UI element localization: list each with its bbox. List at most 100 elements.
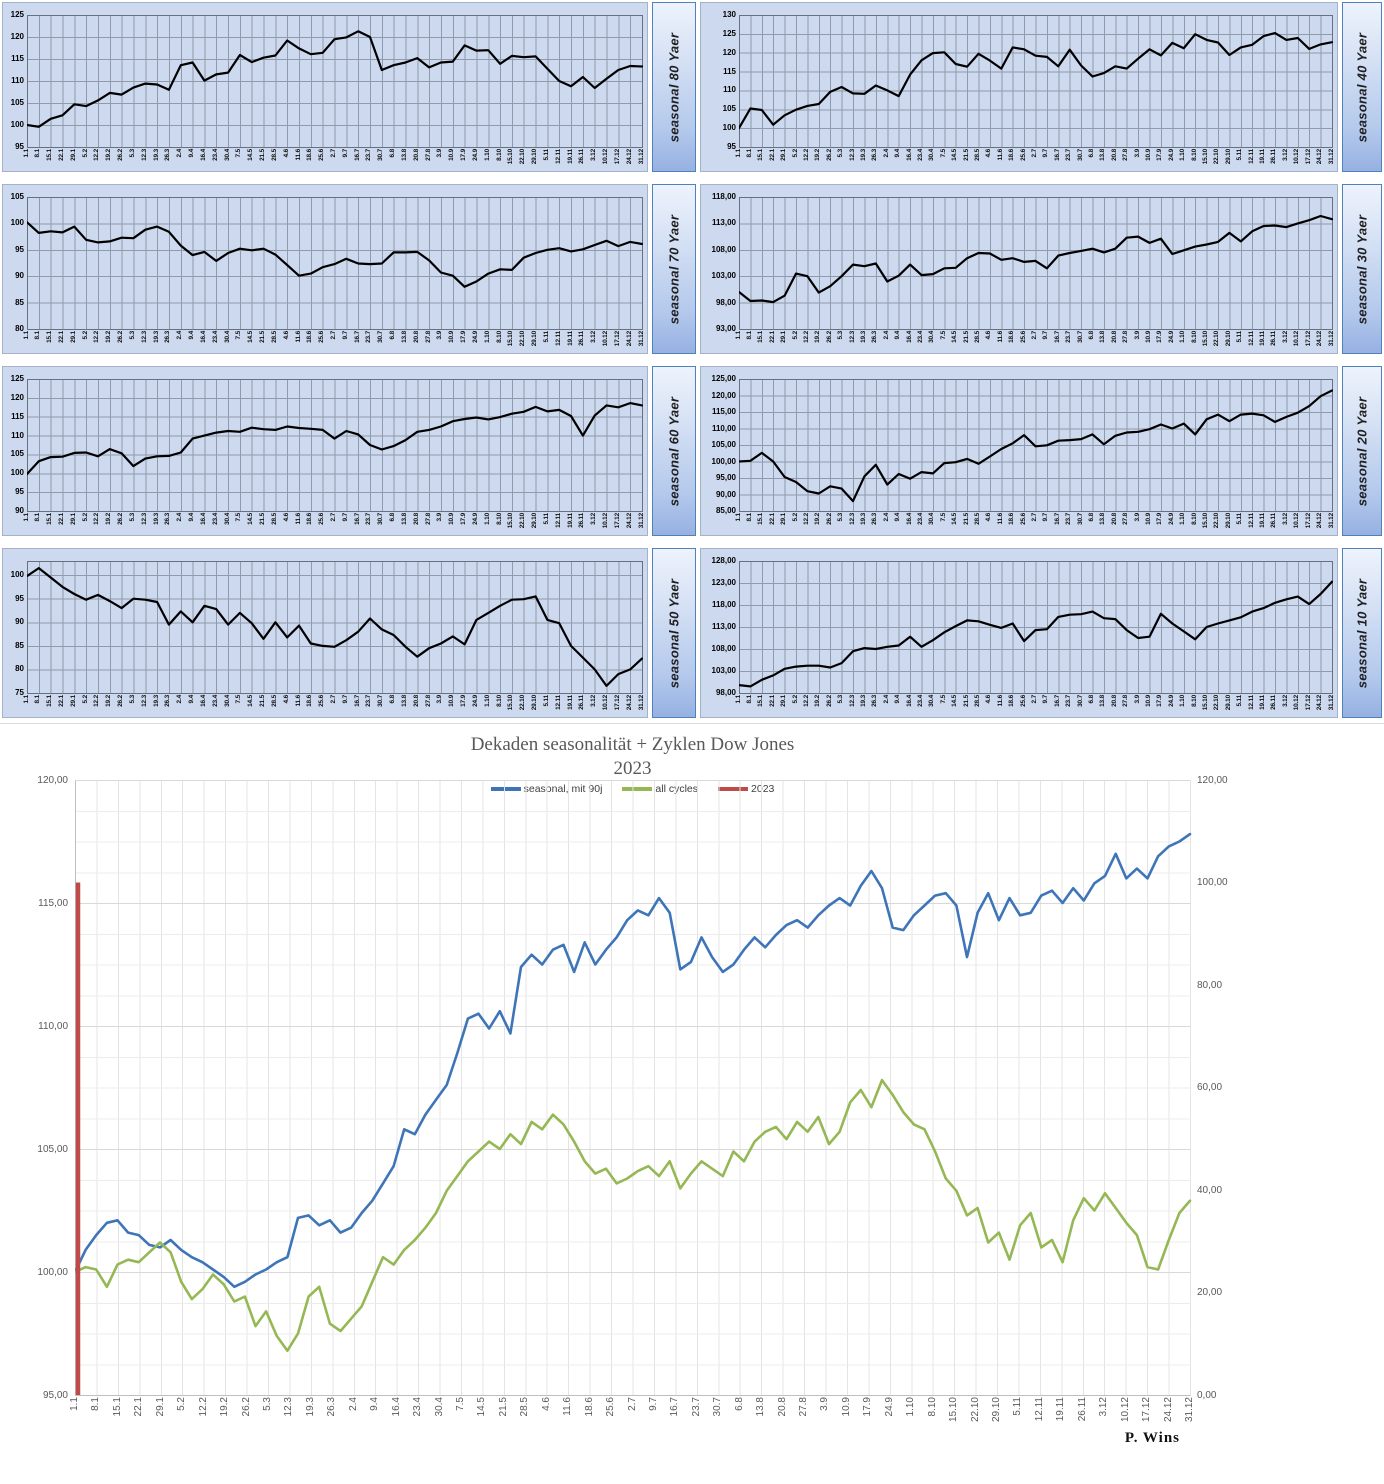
side-label-s70: seasonal 70 Yaer xyxy=(652,184,696,354)
x-tick-label: 29.1 xyxy=(69,513,77,525)
x-tick-label: 11.6 xyxy=(294,513,302,525)
x-tick-label: 26.11 xyxy=(1270,149,1278,164)
x-tick-label: 5.3 xyxy=(128,149,136,158)
x-tick-label: 26.2 xyxy=(825,695,833,707)
x-tick-label: 16.4 xyxy=(199,695,207,707)
x-tick-label: 21.5 xyxy=(962,331,970,343)
x-tick-label: 9.7 xyxy=(1042,149,1050,158)
side-label-text: seasonal 10 Yaer xyxy=(1354,578,1370,688)
x-tick-label: 24.9 xyxy=(471,149,479,161)
x-tick-label: 24.9 xyxy=(1167,513,1175,525)
x-tick-label: 9.4 xyxy=(894,331,902,340)
y-tick-label: 100,00 xyxy=(711,456,736,466)
x-tick-label: 7.5 xyxy=(235,331,243,340)
x-tick-label: 3.9 xyxy=(436,149,444,158)
x-tick-label: 29.10 xyxy=(1224,149,1232,165)
x-tick-label: 30.4 xyxy=(223,149,231,161)
x-tick-label: 26.2 xyxy=(825,331,833,343)
x-tick-label: 9.4 xyxy=(188,149,196,158)
y-tick-label: 105 xyxy=(10,192,24,201)
left-axis-label: 95,00 xyxy=(42,1389,68,1401)
x-tick-label: 3.9 xyxy=(1133,513,1141,522)
x-tick-label: 2.7 xyxy=(330,331,337,340)
x-tick-label: 29.1 xyxy=(69,149,77,161)
y-tick-label: 125 xyxy=(722,28,736,38)
x-tick-label: 12.2 xyxy=(93,331,101,343)
x-tick-label: 30.7 xyxy=(377,149,385,161)
x-tick-label: 24.9 xyxy=(471,695,479,707)
x-tick-label: 10.9 xyxy=(1145,513,1153,525)
x-tick-label: 18.6 xyxy=(1008,331,1016,343)
x-tick-label: 6.8 xyxy=(733,1397,745,1411)
x-tick-label: 16.7 xyxy=(353,513,361,525)
x-axis-labels: 1.1 8.1 15.1 22.1 29.1 5.2 12.2 19.2 26.2 5.3 12.3… xyxy=(23,331,645,357)
small-chart-s40: 95 100 105 110 115 120 125 130 1.1 8.1 15.1 22.1 29.… xyxy=(700,2,1338,172)
x-tick-label: 17.9 xyxy=(1156,513,1164,525)
x-tick-label: 23.4 xyxy=(211,695,219,707)
x-tick-label: 13.8 xyxy=(1099,149,1107,161)
x-tick-label: 12.3 xyxy=(140,331,148,343)
x-tick-label: 26.2 xyxy=(117,513,125,525)
x-tick-label: 9.7 xyxy=(1042,513,1050,522)
x-tick-label: 29.1 xyxy=(69,331,77,343)
x-tick-label: 15.1 xyxy=(46,331,54,343)
x-tick-label: 23.7 xyxy=(365,331,373,343)
x-tick-label: 26.11 xyxy=(1270,331,1278,346)
x-tick-label: 25.6 xyxy=(1019,695,1027,707)
y-tick-label: 95 xyxy=(727,142,736,151)
x-tick-label: 22.1 xyxy=(57,513,65,525)
x-tick-label: 17.9 xyxy=(460,149,468,161)
x-tick-label: 10.12 xyxy=(1119,1397,1131,1423)
x-tick-label: 29.1 xyxy=(780,513,788,525)
x-tick-label: 6.8 xyxy=(1088,331,1096,340)
x-tick-label: 7.5 xyxy=(939,695,947,704)
x-tick-label: 22.10 xyxy=(1213,513,1221,529)
x-tick-label: 19.11 xyxy=(566,695,574,710)
chart-subtitle: 2023 xyxy=(613,758,652,779)
x-tick-label: 3.9 xyxy=(1133,695,1141,704)
plot-s80 xyxy=(27,15,643,148)
x-tick-label: 20.8 xyxy=(412,331,420,343)
y-tick-label: 85 xyxy=(15,297,24,307)
x-tick-label: 13.8 xyxy=(1099,513,1107,525)
x-tick-label: 16.7 xyxy=(1053,331,1061,343)
x-tick-label: 30.7 xyxy=(1076,695,1084,707)
x-tick-label: 22.10 xyxy=(519,695,527,711)
legend-item: 2023 xyxy=(717,783,776,795)
x-tick-label: 5.2 xyxy=(81,149,89,158)
y-tick-label: 123,00 xyxy=(711,578,736,587)
x-tick-label: 3.12 xyxy=(590,149,598,161)
x-tick-label: 10.9 xyxy=(1145,331,1153,343)
right-axis-label: 80,00 xyxy=(1197,979,1223,991)
x-tick-label: 2.7 xyxy=(626,1397,638,1411)
x-tick-label: 18.6 xyxy=(306,695,314,707)
x-tick-label: 1.10 xyxy=(905,1397,917,1417)
x-tick-label: 27.8 xyxy=(424,513,432,525)
y-tick-label: 125 xyxy=(10,374,24,383)
x-tick-label: 12.3 xyxy=(140,513,148,525)
x-tick-label: 5.2 xyxy=(791,513,799,522)
x-axis-labels: 1.1 8.1 15.1 22.1 29.1 5.2 12.2 19.2 26.2 5.3 12.3… xyxy=(23,149,645,175)
side-label-s20: seasonal 20 Yaer xyxy=(1342,366,1382,536)
x-tick-label: 8.1 xyxy=(34,513,42,522)
x-tick-label: 26.11 xyxy=(578,513,586,528)
x-tick-label: 1.10 xyxy=(483,513,491,525)
y-tick-label: 100 xyxy=(722,123,736,133)
x-tick-label: 23.7 xyxy=(365,149,373,161)
x-tick-label: 5.3 xyxy=(837,149,845,158)
x-tick-label: 19.3 xyxy=(859,149,867,161)
x-tick-label: 24.9 xyxy=(1167,149,1175,161)
x-tick-label: 13.8 xyxy=(400,331,408,343)
x-tick-label: 28.5 xyxy=(270,331,278,343)
legend-swatch xyxy=(718,787,749,791)
x-tick-label: 5.11 xyxy=(1012,1397,1024,1416)
x-tick-label: 21.5 xyxy=(259,331,267,343)
y-tick-label: 128,00 xyxy=(711,556,736,565)
x-tick-label: 30.7 xyxy=(377,513,385,525)
x-tick-label: 25.6 xyxy=(318,695,326,707)
x-tick-label: 15.1 xyxy=(757,149,765,161)
x-tick-label: 15.1 xyxy=(46,149,54,161)
x-tick-label: 10.9 xyxy=(448,149,456,161)
x-tick-label: 4.6 xyxy=(985,149,993,158)
x-tick-label: 24.12 xyxy=(625,331,633,347)
